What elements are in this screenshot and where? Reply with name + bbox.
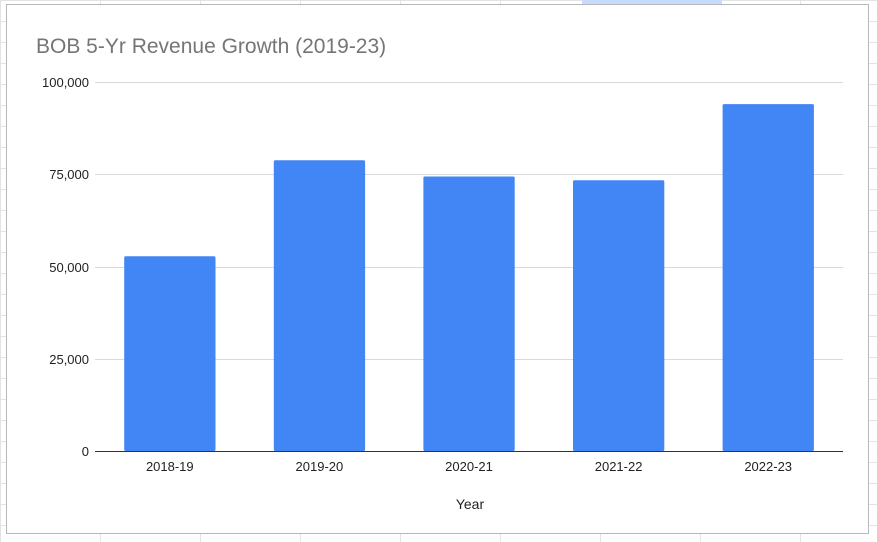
bar-2020-21[interactable] (423, 176, 515, 452)
x-tick-label: 2020-21 (445, 459, 493, 474)
x-tick-label: 2022-23 (744, 459, 792, 474)
y-tick-label: 0 (82, 444, 89, 459)
chart-container[interactable]: BOB 5-Yr Revenue Growth (2019-23) 0 25,00… (6, 4, 869, 534)
bar-chart: BOB 5-Yr Revenue Growth (2019-23) 0 25,00… (36, 35, 843, 512)
chart-title: BOB 5-Yr Revenue Growth (2019-23) (36, 35, 386, 58)
bar-2018-19[interactable] (124, 256, 216, 451)
x-tick-label: 2021-22 (595, 459, 643, 474)
y-tick-labels: 0 25,000 50,000 75,000 100,000 (42, 75, 89, 459)
x-tick-labels: 2018-19 2019-20 2020-21 2021-22 2022-23 (146, 459, 792, 474)
x-tick-label: 2018-19 (146, 459, 194, 474)
column-selection-highlight (582, 0, 722, 4)
bars (124, 104, 814, 451)
y-tick-label: 100,000 (42, 75, 89, 90)
bar-2022-23[interactable] (722, 104, 814, 451)
x-axis-title: Year (456, 496, 485, 512)
y-tick-label: 75,000 (49, 167, 89, 182)
y-tick-label: 25,000 (49, 352, 89, 367)
bar-2019-20[interactable] (273, 160, 366, 451)
bar-2021-22[interactable] (573, 180, 665, 451)
y-tick-label: 50,000 (49, 260, 89, 275)
x-tick-label: 2019-20 (296, 459, 344, 474)
